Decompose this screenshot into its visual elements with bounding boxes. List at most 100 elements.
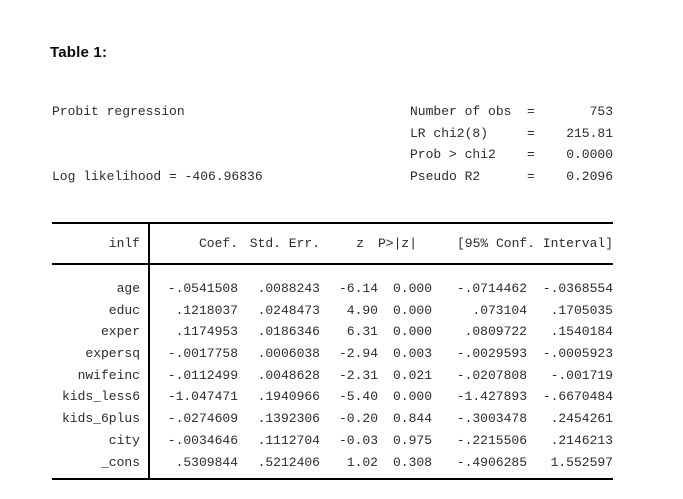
- coef-cell: .1218037: [175, 302, 238, 318]
- p-cell: 0.000: [392, 281, 432, 296]
- ci-low-cell: -.0029593: [456, 346, 527, 362]
- stat-value: 0.2096: [566, 169, 613, 185]
- stat-row-lr-chi2: LR chi2(8) = 215.81: [410, 123, 613, 145]
- z-cell: -2.94: [338, 346, 378, 362]
- p-cell: 0.975: [392, 432, 432, 448]
- stat-value: 753: [589, 104, 613, 119]
- stat-label: LR chi2(8): [410, 125, 489, 141]
- stat-value: 0.0000: [566, 147, 613, 163]
- ci-low-cell: -.2215506: [456, 432, 527, 448]
- z-cell: 1.02: [346, 454, 378, 470]
- stat-row-prob-chi2: Prob > chi2 = 0.0000: [410, 144, 613, 166]
- var-name-cell: city: [108, 432, 140, 448]
- stderr-cell: .0048628: [257, 367, 320, 383]
- table-row: exper .1174953 .0186346 6.31 0.000 .0809…: [52, 321, 613, 343]
- table-row: age -.0541508 .0088243 -6.14 0.000 -.071…: [52, 278, 613, 300]
- ci-high-cell: -.0005923: [542, 346, 613, 362]
- p-cell: 0.000: [392, 302, 432, 318]
- ci-low-cell: -.0207808: [456, 367, 527, 383]
- coef-cell: .1174953: [175, 324, 238, 340]
- table-row: expersq -.0017758 .0006038 -2.94 0.003 -…: [52, 343, 613, 365]
- stat-value: 215.81: [566, 125, 613, 141]
- var-name-cell: educ: [108, 302, 140, 318]
- ci-high-cell: .1705035: [550, 302, 613, 318]
- z-cell: -0.20: [338, 411, 378, 427]
- equals-sign: =: [527, 147, 535, 163]
- p-cell: 0.000: [392, 389, 432, 405]
- fit-statistics-block: Number of obs = 753 LR chi2(8) = 215.81 …: [410, 101, 613, 188]
- equals-sign: =: [527, 169, 535, 185]
- stat-label: Number of obs: [410, 104, 512, 119]
- z-cell: 6.31: [346, 324, 378, 340]
- ci-low-cell: .0809722: [464, 324, 527, 340]
- var-name-cell: kids_less6: [61, 389, 140, 405]
- stat-row-pseudo-r2: Pseudo R2 = 0.2096: [410, 166, 613, 188]
- var-name-cell: expersq: [85, 346, 140, 362]
- page-title: Table 1:: [50, 44, 108, 61]
- stderr-cell: .1112704: [257, 432, 320, 448]
- var-name-cell: age: [116, 281, 140, 296]
- ci-low-cell: -.3003478: [456, 411, 527, 427]
- ci-high-cell: .2146213: [550, 432, 613, 448]
- table-row: educ .1218037 .0248473 4.90 0.000 .07310…: [52, 300, 613, 322]
- stderr-cell: .0006038: [257, 346, 320, 362]
- table-row: city -.0034646 .1112704 -0.03 0.975 -.22…: [52, 430, 613, 452]
- z-header: z: [356, 236, 364, 251]
- coef-cell: -.0112499: [167, 367, 238, 383]
- stderr-cell: .0248473: [257, 302, 320, 318]
- conf-interval-header: [95% Conf. Interval]: [456, 236, 613, 251]
- table-header-row: inlf Coef. Std. Err. z P>|z| [95% Conf. …: [52, 224, 613, 265]
- z-cell: -5.40: [338, 389, 378, 405]
- equals-sign: =: [527, 125, 535, 141]
- table-row: kids_less6 -1.047471 .1940966 -5.40 0.00…: [52, 386, 613, 408]
- p-cell: 0.000: [392, 324, 432, 340]
- equals-sign: =: [527, 104, 535, 119]
- var-name-cell: exper: [100, 324, 140, 340]
- ci-high-cell: .1540184: [550, 324, 613, 340]
- table-body: age -.0541508 .0088243 -6.14 0.000 -.071…: [52, 265, 613, 473]
- var-name-cell: kids_6plus: [61, 411, 140, 427]
- var-name-cell: nwifeinc: [77, 367, 140, 383]
- log-likelihood-label: Log likelihood = -406.96836: [52, 169, 263, 184]
- var-name-cell: _cons: [100, 454, 140, 470]
- stderr-header: Std. Err.: [249, 236, 320, 251]
- p-cell: 0.844: [392, 411, 432, 427]
- table-vertical-rule: [148, 224, 150, 478]
- regression-table: inlf Coef. Std. Err. z P>|z| [95% Conf. …: [52, 222, 613, 480]
- z-cell: -6.14: [338, 281, 378, 296]
- stat-row-number-of-obs: Number of obs = 753: [410, 101, 613, 123]
- model-type-label: Probit regression: [52, 104, 185, 119]
- ci-high-cell: .2454261: [550, 411, 613, 427]
- stderr-cell: .0186346: [257, 324, 320, 340]
- ci-high-cell: -.001719: [550, 367, 613, 383]
- p-value-header: P>|z|: [378, 236, 418, 251]
- table-row: nwifeinc -.0112499 .0048628 -2.31 0.021 …: [52, 365, 613, 387]
- depvar-header: inlf: [108, 236, 140, 251]
- stat-label: Prob > chi2: [410, 147, 496, 163]
- table-row: _cons .5309844 .5212406 1.02 0.308 -.490…: [52, 452, 613, 474]
- coef-cell: -.0541508: [167, 281, 238, 296]
- ci-low-cell: -.0714462: [456, 281, 527, 296]
- ci-high-cell: 1.552597: [550, 454, 613, 470]
- ci-low-cell: .073104: [472, 302, 527, 318]
- z-cell: -2.31: [338, 367, 378, 383]
- ci-low-cell: -1.427893: [456, 389, 527, 405]
- z-cell: -0.03: [338, 432, 378, 448]
- stat-label: Pseudo R2: [410, 169, 481, 185]
- stderr-cell: .1940966: [257, 389, 320, 405]
- coef-cell: -.0034646: [167, 432, 238, 448]
- p-cell: 0.308: [392, 454, 432, 470]
- coef-cell: -.0017758: [167, 346, 238, 362]
- coef-cell: -1.047471: [167, 389, 238, 405]
- p-cell: 0.021: [392, 367, 432, 383]
- coef-cell: .5309844: [175, 454, 238, 470]
- ci-low-cell: -.4906285: [456, 454, 527, 470]
- stderr-cell: .0088243: [257, 281, 320, 296]
- p-cell: 0.003: [392, 346, 432, 362]
- z-cell: 4.90: [346, 302, 378, 318]
- coef-header: Coef.: [198, 236, 238, 251]
- ci-high-cell: -.0368554: [542, 281, 613, 296]
- stderr-cell: .1392306: [257, 411, 320, 427]
- stderr-cell: .5212406: [257, 454, 320, 470]
